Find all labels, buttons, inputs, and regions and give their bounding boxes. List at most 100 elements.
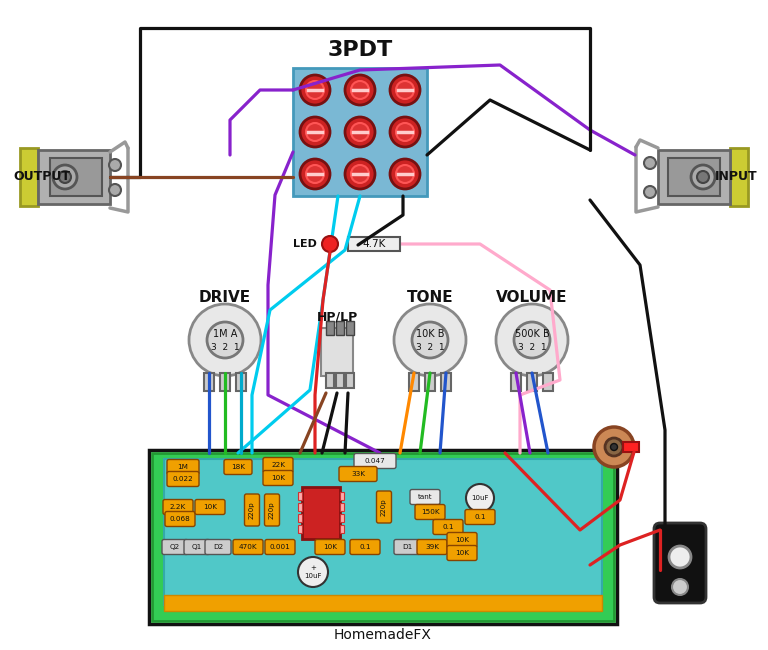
- Bar: [20, 148, 38, 206]
- FancyBboxPatch shape: [264, 494, 280, 526]
- Text: 10K: 10K: [323, 544, 337, 550]
- Bar: [527, 373, 537, 391]
- FancyBboxPatch shape: [244, 494, 260, 526]
- Bar: [326, 321, 334, 335]
- Bar: [152, 453, 614, 621]
- Circle shape: [306, 123, 324, 141]
- Bar: [543, 373, 553, 391]
- Bar: [164, 459, 602, 605]
- Circle shape: [322, 236, 338, 252]
- Text: Q1: Q1: [192, 544, 202, 550]
- Text: VOLUME: VOLUME: [496, 289, 568, 304]
- Circle shape: [390, 159, 420, 189]
- Bar: [730, 148, 748, 206]
- Bar: [623, 442, 639, 452]
- FancyBboxPatch shape: [447, 545, 477, 560]
- Circle shape: [594, 427, 634, 467]
- Circle shape: [669, 546, 691, 568]
- FancyBboxPatch shape: [410, 489, 440, 504]
- Bar: [340, 514, 344, 522]
- Text: 3  2  1: 3 2 1: [518, 343, 546, 352]
- Bar: [346, 321, 354, 335]
- FancyBboxPatch shape: [350, 540, 380, 554]
- Bar: [336, 321, 344, 335]
- Text: 0.022: 0.022: [173, 476, 194, 482]
- Text: 0.1: 0.1: [475, 514, 485, 520]
- Bar: [658, 150, 730, 204]
- Text: TONE: TONE: [407, 289, 453, 304]
- Circle shape: [351, 123, 369, 141]
- Circle shape: [396, 165, 414, 183]
- Text: 10K: 10K: [455, 537, 469, 543]
- Text: 470K: 470K: [239, 544, 257, 550]
- Circle shape: [189, 304, 261, 376]
- Text: 33K: 33K: [351, 471, 365, 477]
- Circle shape: [207, 322, 243, 358]
- Text: 0.047: 0.047: [365, 458, 386, 464]
- Bar: [441, 373, 451, 391]
- FancyBboxPatch shape: [167, 471, 199, 486]
- Circle shape: [345, 159, 375, 189]
- Circle shape: [672, 579, 688, 595]
- Circle shape: [306, 81, 324, 99]
- Circle shape: [466, 484, 494, 512]
- Bar: [340, 525, 344, 533]
- Circle shape: [396, 123, 414, 141]
- Circle shape: [59, 171, 71, 183]
- FancyBboxPatch shape: [263, 471, 293, 486]
- Circle shape: [306, 165, 324, 183]
- FancyBboxPatch shape: [447, 532, 477, 547]
- Text: 10K: 10K: [271, 475, 285, 481]
- Text: 4.7K: 4.7K: [362, 239, 386, 249]
- Text: 2.2K: 2.2K: [170, 504, 186, 510]
- FancyBboxPatch shape: [654, 523, 706, 603]
- Bar: [204, 373, 214, 391]
- FancyBboxPatch shape: [265, 540, 295, 554]
- Bar: [149, 450, 617, 624]
- FancyBboxPatch shape: [354, 454, 396, 469]
- Bar: [298, 514, 302, 522]
- Circle shape: [300, 117, 330, 147]
- Text: 0.068: 0.068: [170, 516, 190, 522]
- Bar: [336, 373, 344, 388]
- Bar: [668, 158, 720, 196]
- Circle shape: [644, 157, 656, 169]
- Circle shape: [691, 165, 715, 189]
- Text: HP/LP: HP/LP: [316, 311, 358, 324]
- Circle shape: [390, 75, 420, 105]
- Circle shape: [300, 75, 330, 105]
- FancyBboxPatch shape: [205, 540, 231, 554]
- Text: 10uF: 10uF: [472, 495, 488, 501]
- FancyBboxPatch shape: [465, 510, 495, 525]
- Text: DRIVE: DRIVE: [199, 289, 251, 304]
- Text: 18K: 18K: [231, 464, 245, 470]
- FancyBboxPatch shape: [415, 504, 445, 519]
- Text: 0.001: 0.001: [270, 544, 290, 550]
- Text: D1: D1: [402, 544, 412, 550]
- Text: 3  2  1: 3 2 1: [415, 343, 445, 352]
- Text: 500K B: 500K B: [515, 329, 549, 339]
- FancyBboxPatch shape: [417, 540, 447, 554]
- Bar: [511, 373, 521, 391]
- Text: 1M A: 1M A: [213, 329, 237, 339]
- Circle shape: [496, 304, 568, 376]
- Circle shape: [611, 443, 617, 450]
- Text: tant: tant: [418, 494, 432, 500]
- Bar: [38, 150, 110, 204]
- Text: +
10uF: + 10uF: [304, 566, 322, 578]
- Text: HomemadeFX: HomemadeFX: [334, 628, 432, 642]
- Text: 3  2  1: 3 2 1: [210, 343, 240, 352]
- FancyBboxPatch shape: [184, 540, 210, 554]
- Circle shape: [109, 159, 121, 171]
- Bar: [340, 492, 344, 500]
- Bar: [409, 373, 419, 391]
- FancyBboxPatch shape: [162, 540, 188, 554]
- FancyBboxPatch shape: [165, 512, 195, 526]
- Text: 10K: 10K: [455, 550, 469, 556]
- Text: Q2: Q2: [170, 544, 180, 550]
- Text: INPUT: INPUT: [714, 170, 757, 183]
- Circle shape: [300, 159, 330, 189]
- Bar: [293, 68, 427, 196]
- Bar: [346, 373, 354, 388]
- Bar: [321, 328, 353, 376]
